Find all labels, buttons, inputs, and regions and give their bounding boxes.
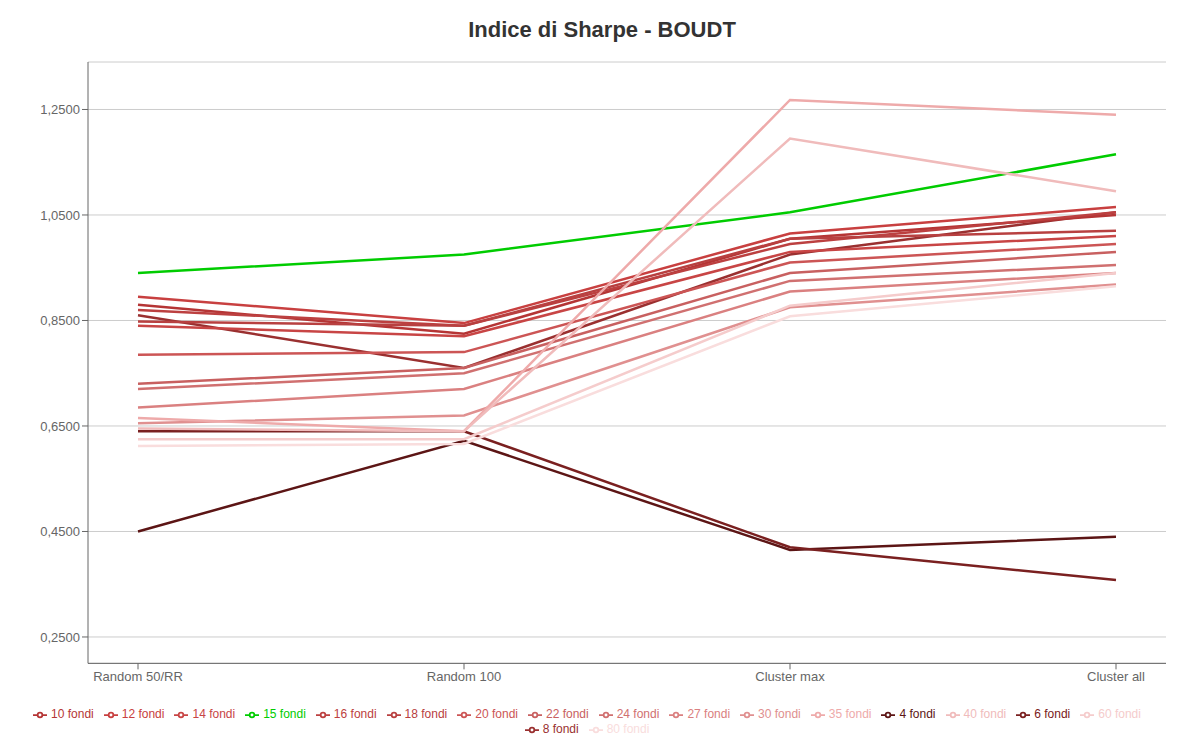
html-text:80 fondi: 80 fondi: [606, 722, 650, 737]
html-text:40 fondi: 40 fondi: [963, 707, 1007, 722]
html-text:20 fondi: 20 fondi: [475, 707, 518, 722]
html-text:12 fondi: 12 fondi: [121, 707, 165, 722]
html-text:Indice di Sharpe - BOUDT: Indice di Sharpe - BOUDT: [468, 17, 736, 42]
svg-text:0,4500: 0,4500: [40, 524, 80, 539]
svg-text:Random 50/RR: Random 50/RR: [93, 669, 183, 684]
html-text:6 fondi: 6 fondi: [1034, 707, 1071, 722]
html-text:14 fondi: 14 fondi: [192, 707, 236, 722]
html-text:18 fondi: 18 fondi: [404, 707, 448, 722]
svg-text:0,6500: 0,6500: [40, 419, 80, 434]
html-text:30 fondi: 30 fondi: [758, 707, 801, 722]
svg-text:Cluster all: Cluster all: [1087, 669, 1145, 684]
html-text:35 fondi: 35 fondi: [828, 707, 872, 722]
html-text:4 fondi: 4 fondi: [899, 707, 936, 722]
html-text:27 fondi: 27 fondi: [687, 707, 731, 722]
html-text:16 fondi: 16 fondi: [333, 707, 377, 722]
svg-text:0,8500: 0,8500: [40, 313, 80, 328]
svg-text:1,2500: 1,2500: [40, 102, 80, 117]
html-text:24 fondi: 24 fondi: [616, 707, 660, 722]
html-text:60 fondi: 60 fondi: [1098, 707, 1141, 722]
html-text:8 fondi: 8 fondi: [542, 722, 579, 737]
svg-text:0,2500: 0,2500: [40, 630, 80, 645]
svg-text:Cluster max: Cluster max: [755, 669, 825, 684]
svg-text:Random 100: Random 100: [427, 669, 501, 684]
svg-text:1,0500: 1,0500: [40, 208, 80, 223]
html-text:15 fondi: 15 fondi: [263, 707, 306, 722]
html-text:10 fondi: 10 fondi: [51, 707, 94, 722]
html-text:22 fondi: 22 fondi: [546, 707, 589, 722]
